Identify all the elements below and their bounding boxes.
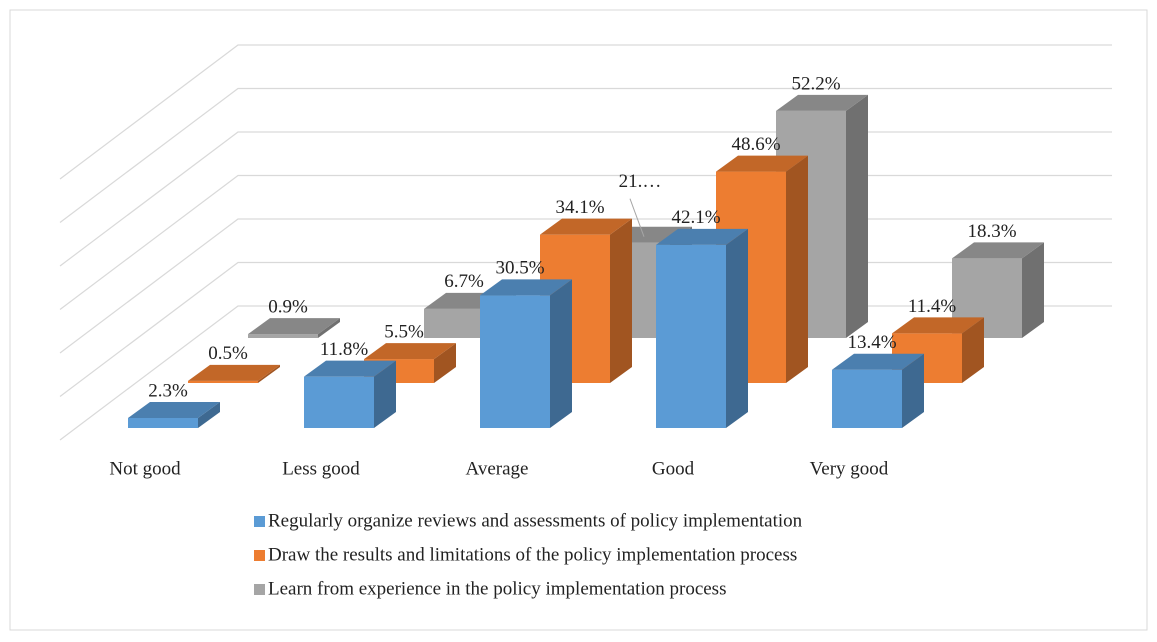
bar-top <box>776 94 868 111</box>
bar-side <box>610 218 632 383</box>
data-label: 30.5% <box>495 258 544 279</box>
bar-side <box>318 318 340 338</box>
bar <box>128 417 198 428</box>
legend-swatch <box>254 550 265 561</box>
legend-label: Learn from experience in the policy impl… <box>268 578 726 599</box>
bar-side <box>786 155 808 383</box>
data-label: 0.5% <box>208 343 248 364</box>
bar-side <box>1022 242 1044 338</box>
data-label: 11.4% <box>908 296 957 317</box>
data-label: 48.6% <box>731 134 780 155</box>
data-label: 52.2% <box>791 73 840 94</box>
bar-side <box>726 228 748 428</box>
bar <box>248 334 318 338</box>
bar-top <box>128 401 220 418</box>
bar-top <box>304 360 396 377</box>
data-label: 34.1% <box>555 197 604 218</box>
grid-line <box>59 44 1112 180</box>
bar <box>304 376 374 428</box>
bar-side <box>550 279 572 428</box>
leader-line <box>629 198 645 237</box>
data-label: 0.9% <box>268 296 308 317</box>
bar-top <box>656 228 748 245</box>
bar-side <box>962 317 984 383</box>
x-tick-label: Not good <box>109 458 181 479</box>
legend-label: Draw the results and limitations of the … <box>268 544 797 565</box>
legend-swatch <box>254 584 265 595</box>
bar-side <box>374 360 396 428</box>
bar <box>480 295 550 428</box>
bar-side <box>846 94 868 339</box>
bar-top <box>832 353 924 370</box>
bar-top <box>952 242 1044 259</box>
x-tick-label: Less good <box>282 458 360 479</box>
legend-swatch <box>254 516 265 527</box>
bar-top <box>540 218 632 235</box>
grid-line <box>59 87 1112 223</box>
legend-label: Regularly organize reviews and assessmen… <box>268 510 803 531</box>
data-label: 11.8% <box>320 339 369 360</box>
bar <box>832 369 902 428</box>
x-tick-label: Very good <box>810 458 889 479</box>
data-label: 42.1% <box>671 207 720 228</box>
bar-top <box>248 318 340 335</box>
bar <box>656 244 726 428</box>
data-label: 6.7% <box>444 271 484 292</box>
bar-top <box>364 343 456 360</box>
data-label: 18.3% <box>967 221 1016 242</box>
data-label: 21.… <box>619 171 662 192</box>
bar <box>188 380 258 383</box>
bar-side <box>434 343 456 383</box>
x-tick-label: Average <box>466 458 529 479</box>
bar-side <box>198 401 220 428</box>
bar-side <box>902 353 924 428</box>
bar-top <box>716 155 808 172</box>
data-label: 2.3% <box>148 380 188 401</box>
data-label: 5.5% <box>384 321 424 342</box>
data-label: 13.4% <box>847 332 896 353</box>
x-tick-label: Good <box>652 458 695 479</box>
bar-top <box>892 317 984 334</box>
bar-side <box>258 364 280 383</box>
bar-top <box>480 279 572 296</box>
bar-top <box>188 364 280 381</box>
